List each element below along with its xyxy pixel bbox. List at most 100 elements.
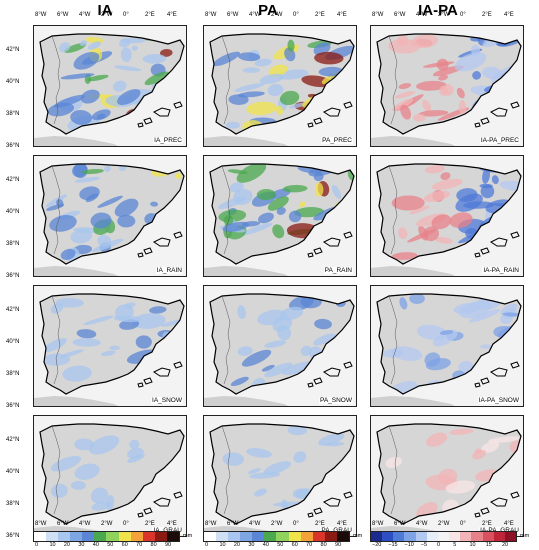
- map-panel-ia-snow: IA_SNOW: [33, 285, 187, 407]
- island-outline: [490, 107, 508, 117]
- longitude-label: 2°E: [482, 12, 492, 18]
- map-panel-ia-pa-prec: IA-PA_PREC: [370, 25, 524, 147]
- colorbar-unit: mm: [353, 533, 363, 539]
- map-svg: [34, 33, 185, 146]
- island-outline: [474, 382, 481, 388]
- land-area: [40, 164, 184, 264]
- longitude-label: 2°W: [101, 12, 113, 18]
- land-area: [40, 424, 184, 524]
- colorbar-swatch: [493, 532, 505, 541]
- longitude-label: 0°: [123, 12, 129, 18]
- colorbar-tick-label: 50: [107, 542, 114, 548]
- colorbar-swatch: [437, 532, 450, 541]
- longitude-label: 4°E: [504, 12, 514, 18]
- latitude-label: 42°N: [6, 307, 20, 313]
- africa-coast: [34, 396, 118, 406]
- island-outline: [323, 107, 341, 117]
- island-outline: [480, 507, 490, 515]
- colorbar-tick-label: 30: [248, 542, 255, 548]
- colorbar-swatch: [415, 532, 427, 541]
- colorbar-tick-label: 20: [63, 542, 70, 548]
- colorbar-tick-label: 5: [453, 542, 457, 548]
- longitude-label: 2°W: [101, 521, 113, 527]
- colorbar-swatch: [371, 532, 383, 541]
- island-outline: [343, 361, 353, 369]
- africa-coast: [371, 396, 455, 406]
- latitude-label: 42°N: [6, 177, 20, 183]
- map-svg: [34, 423, 185, 536]
- longitude-label: 6°W: [394, 521, 406, 527]
- colorbar-unit: mm: [183, 533, 193, 539]
- longitude-label: 2°W: [271, 12, 283, 18]
- colorbar-tick-label: 0: [437, 542, 441, 548]
- colorbar-swatch: [482, 532, 494, 541]
- island-outline: [143, 507, 153, 515]
- longitude-label: 8°W: [205, 12, 217, 18]
- longitude-label: 4°E: [337, 12, 347, 18]
- latitude-label: 40°N: [6, 339, 20, 345]
- latitude-label: 36°N: [6, 403, 20, 409]
- colorbar-swatch: [70, 532, 83, 541]
- map-svg: [204, 33, 355, 146]
- coastline: [209, 423, 355, 525]
- africa-coast: [204, 136, 288, 146]
- coastline: [209, 293, 355, 395]
- africa-coast: [34, 266, 118, 276]
- panel-label: PA_RAIN: [323, 267, 353, 274]
- island-outline: [173, 231, 183, 239]
- island-outline: [343, 101, 353, 109]
- colorbar-swatch: [276, 532, 289, 541]
- colorbar-tick-label: 90: [335, 542, 342, 548]
- portugal-border: [51, 295, 61, 385]
- latitude-label: 36°N: [6, 143, 20, 149]
- longitude-label: 6°W: [394, 12, 406, 18]
- portugal-border: [221, 295, 231, 385]
- coastline: [39, 293, 185, 395]
- longitude-label: 0°: [293, 12, 299, 18]
- island-outline: [137, 252, 144, 258]
- island-outline: [480, 117, 490, 125]
- island-outline: [490, 367, 508, 377]
- colorbar-swatch: [264, 532, 277, 541]
- colorbar-swatch: [46, 532, 59, 541]
- island-outline: [323, 497, 341, 507]
- coastline: [39, 33, 185, 135]
- panel-label: PA_PREC: [321, 137, 353, 144]
- latitude-label: 40°N: [6, 79, 20, 85]
- colorbar-swatch: [166, 532, 179, 541]
- colorbar-swatch: [34, 532, 47, 541]
- island-outline: [474, 122, 481, 128]
- coastline: [209, 33, 355, 135]
- colorbar-swatch: [288, 532, 301, 541]
- panel-label: IA-PA_PREC: [479, 137, 520, 144]
- longitude-label: 4°W: [249, 521, 261, 527]
- latitude-label: 36°N: [6, 273, 20, 279]
- panel-label: PA_GRAU: [320, 527, 353, 534]
- africa-coast: [204, 396, 288, 406]
- coastline: [376, 293, 522, 395]
- colorbar-swatch: [58, 532, 71, 541]
- latitude-label: 38°N: [6, 111, 20, 117]
- longitude-label: 6°W: [227, 12, 239, 18]
- colorbar-swatch: [204, 532, 217, 541]
- island-outline: [490, 497, 508, 507]
- island-outline: [137, 382, 144, 388]
- map-panel-ia-pa-grau: IA-PA_GRAU: [370, 415, 524, 537]
- colorbar-tick-label: 10: [49, 542, 56, 548]
- colorbar-swatch: [216, 532, 229, 541]
- portugal-border: [388, 295, 398, 385]
- island-outline: [490, 237, 508, 247]
- panel-label: IA_RAIN: [155, 267, 183, 274]
- island-outline: [173, 361, 183, 369]
- longitude-label: 2°W: [438, 12, 450, 18]
- longitude-label: 4°W: [416, 521, 428, 527]
- portugal-border: [221, 35, 231, 125]
- colorbar-swatch: [106, 532, 119, 541]
- island-outline: [474, 512, 481, 518]
- colorbar-swatch: [118, 532, 131, 541]
- africa-coast: [371, 266, 455, 276]
- coastline: [209, 163, 355, 265]
- longitude-label: 6°W: [227, 521, 239, 527]
- longitude-label: 4°E: [167, 12, 177, 18]
- longitude-label: 2°W: [271, 521, 283, 527]
